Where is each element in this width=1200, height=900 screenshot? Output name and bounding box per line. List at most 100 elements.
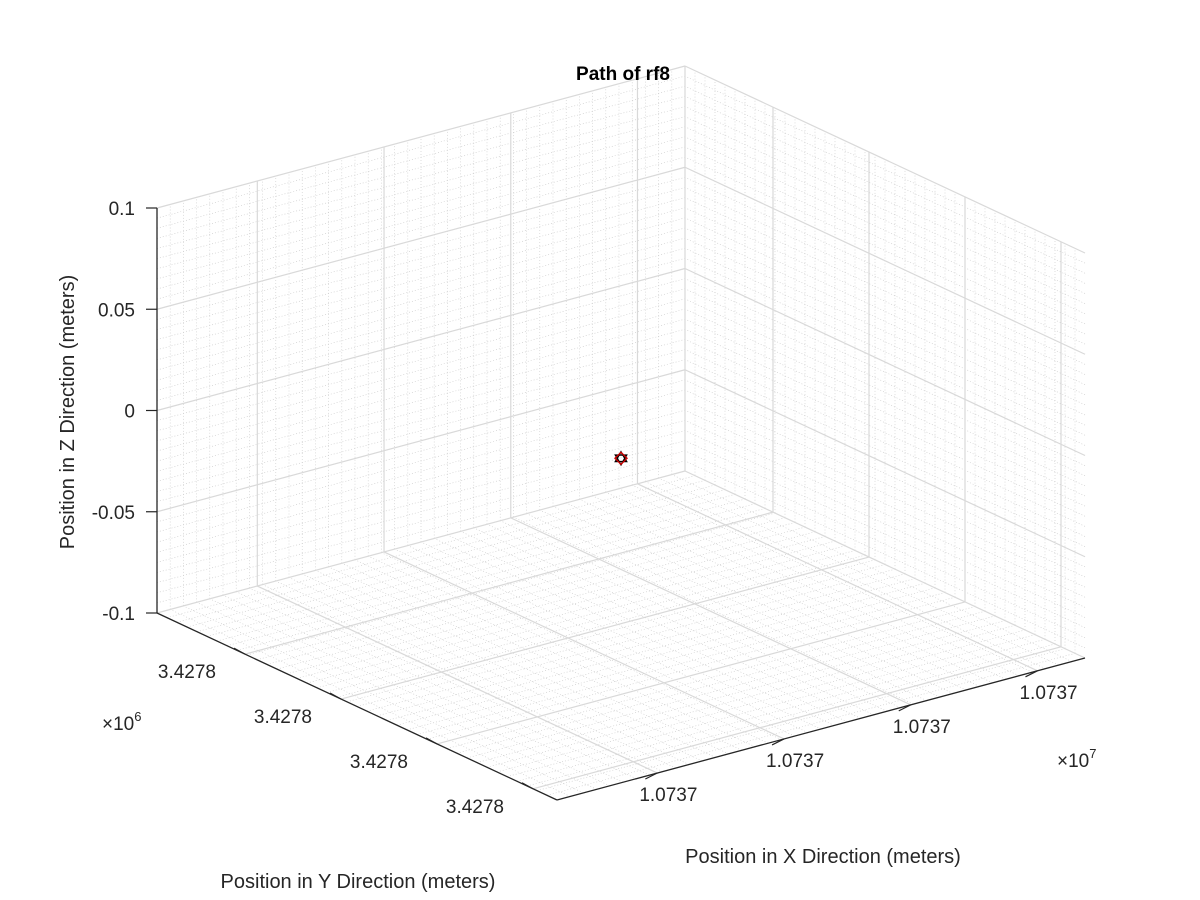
minor-gridline	[486, 624, 1016, 768]
minor-gridline	[341, 563, 742, 751]
x-exponent-label: ×107	[1057, 746, 1096, 772]
major-gridline	[436, 601, 966, 745]
minor-gridline	[156, 207, 686, 351]
minor-gridline	[356, 564, 886, 707]
minor-gridline	[156, 156, 686, 300]
major-gridline	[156, 470, 686, 614]
x-tick	[771, 738, 785, 746]
minor-gridline	[288, 577, 690, 765]
major-gridline	[684, 470, 1086, 659]
minor-gridline	[156, 288, 686, 432]
minor-gridline	[684, 75, 1086, 264]
minor-gridline	[315, 570, 716, 758]
diamond-marker	[614, 451, 628, 466]
minor-gridline	[526, 513, 927, 701]
x-exponent-power: 7	[1089, 746, 1096, 761]
minor-gridline	[381, 552, 782, 740]
minor-gridline	[396, 582, 926, 726]
y-tick-label: 3.4278	[350, 752, 408, 773]
minor-gridline	[684, 156, 1086, 345]
minor-gridline	[236, 591, 637, 779]
minor-gridline	[354, 559, 756, 748]
chart-title: Path of rf8	[576, 64, 670, 85]
minor-gridline	[276, 526, 806, 670]
z-tick-label: -0.1	[102, 604, 135, 625]
minor-gridline	[476, 620, 1006, 763]
z-axis-label: Position in Z Direction (meters)	[57, 275, 79, 550]
minor-gridline	[500, 520, 901, 708]
y-tick	[233, 647, 246, 655]
major-gridline	[244, 511, 774, 655]
z-tick-label: 0.05	[98, 300, 135, 321]
x-tick	[898, 704, 912, 712]
major-gridline	[684, 369, 1086, 558]
minor-gridline	[618, 488, 1020, 677]
major-gridline	[510, 517, 912, 706]
minor-gridline	[156, 247, 686, 391]
minor-gridline	[156, 298, 686, 442]
minor-gridline	[316, 545, 846, 689]
x-tick-label: 1.0737	[766, 751, 824, 772]
z-tick-label: 0	[124, 402, 135, 423]
x-tick	[1025, 670, 1038, 678]
minor-gridline	[346, 559, 876, 703]
minor-gridline	[156, 258, 686, 401]
minor-gridline	[684, 106, 1086, 294]
major-gridline	[684, 166, 1086, 355]
minor-gridline	[156, 460, 686, 604]
minor-gridline	[236, 508, 766, 651]
minor-gridline	[579, 499, 980, 687]
minor-gridline	[156, 450, 686, 594]
minor-gridline	[226, 503, 756, 647]
minor-gridline	[536, 648, 1066, 791]
minor-gridline	[156, 177, 686, 320]
minor-gridline	[416, 592, 946, 735]
z-tick-label: 0.1	[109, 199, 135, 220]
minor-gridline	[156, 116, 686, 259]
minor-gridline	[592, 495, 993, 684]
x-tick-label: 1.0737	[1019, 683, 1077, 704]
minor-gridline	[456, 610, 986, 754]
minor-gridline	[407, 545, 808, 733]
minor-gridline	[366, 568, 896, 712]
minor-grid	[156, 69, 1086, 797]
minor-gridline	[684, 450, 1086, 639]
minor-gridline	[486, 523, 888, 712]
minor-gridline	[206, 494, 736, 637]
y-axis-line	[156, 612, 558, 801]
minor-gridline	[222, 594, 624, 783]
tick-marks	[146, 207, 1038, 790]
x-tick-label: 1.0737	[893, 717, 951, 738]
minor-gridline	[546, 653, 1076, 796]
y-exponent-base: ×10	[102, 714, 134, 735]
minor-gridline	[306, 540, 836, 684]
y-tick	[521, 782, 534, 790]
y-exponent-power: 6	[134, 709, 141, 724]
major-gridline	[156, 65, 686, 209]
major-gridline	[637, 483, 1038, 672]
minor-gridline	[684, 420, 1086, 608]
tick-labels: 1.0737 1.0737 1.0737 1.0737 3.4278 3.4278 3.42…	[92, 199, 1078, 818]
minor-gridline	[286, 531, 816, 675]
minor-gridline	[386, 578, 916, 721]
minor-gridline	[156, 217, 686, 361]
major-gridline	[684, 65, 1086, 254]
y-exponent-label: ×106	[102, 709, 141, 735]
minor-gridline	[156, 339, 686, 482]
y-tick	[425, 737, 438, 745]
x-axis-label: Position in X Direction (meters)	[685, 846, 961, 868]
x-tick	[645, 772, 658, 780]
minor-gridline	[156, 126, 686, 270]
major-gridline	[257, 585, 658, 774]
minor-gridline	[516, 639, 1046, 782]
minor-gridline	[506, 634, 1036, 777]
minor-gridline	[552, 506, 954, 694]
minor-gridline	[156, 227, 686, 371]
data-markers	[614, 450, 628, 467]
x-exponent-base: ×10	[1057, 751, 1089, 772]
minor-gridline	[156, 349, 686, 492]
minor-gridline	[156, 136, 686, 280]
major-gridline	[156, 369, 686, 513]
minor-gridline	[446, 606, 976, 749]
